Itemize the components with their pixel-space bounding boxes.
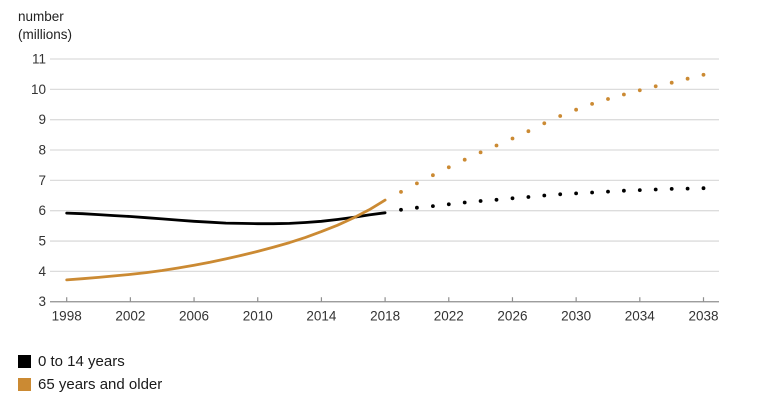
- legend-item-0-to-14: 0 to 14 years: [18, 350, 162, 373]
- data-point: [494, 143, 499, 148]
- x-tick-label: 2002: [115, 309, 145, 324]
- data-point: [606, 189, 610, 194]
- data-point: [558, 192, 563, 197]
- data-point: [653, 84, 658, 89]
- data-point: [494, 197, 499, 202]
- x-tick-label: 2030: [561, 309, 591, 324]
- data-point: [431, 204, 435, 209]
- data-point: [526, 129, 531, 134]
- data-point: [431, 173, 435, 178]
- x-tick-label: 2018: [370, 309, 400, 324]
- data-point: [590, 190, 594, 195]
- x-tick-label: 2022: [434, 309, 464, 324]
- y-tick-label: 7: [38, 173, 46, 188]
- data-point: [558, 114, 563, 118]
- data-point: [478, 199, 483, 203]
- data-point: [415, 205, 419, 210]
- data-point: [669, 80, 674, 85]
- data-point: [685, 76, 690, 81]
- data-point: [606, 97, 610, 101]
- data-point: [415, 181, 419, 186]
- y-tick-label: 6: [38, 203, 46, 218]
- data-point: [701, 72, 706, 77]
- data-point: [510, 196, 515, 201]
- data-point: [622, 188, 626, 193]
- legend-swatch-icon: [18, 378, 31, 391]
- data-point: [526, 195, 531, 199]
- y-axis-title: number (millions): [18, 9, 72, 43]
- y-tick-label: 3: [38, 294, 46, 309]
- data-point: [510, 136, 515, 141]
- data-point: [637, 88, 642, 93]
- x-tick-label: 1998: [52, 309, 82, 324]
- data-point: [574, 107, 578, 112]
- data-point: [399, 207, 403, 212]
- x-tick-label: 2010: [243, 309, 273, 324]
- y-tick-label: 9: [38, 112, 46, 127]
- y-tick-label: 11: [32, 52, 46, 67]
- data-point: [542, 121, 547, 126]
- plot-area: 3 4 5 6 7 8 9 10 11 1998 2002 2006 2010 2014 2018 2022 2…: [31, 52, 719, 324]
- y-tick-label: 5: [38, 234, 46, 249]
- legend-label: 65 years and older: [38, 376, 163, 393]
- y-tick-label: 10: [31, 82, 46, 97]
- data-point: [685, 186, 690, 191]
- data-point: [701, 186, 706, 191]
- x-tick-label: 2034: [625, 309, 656, 324]
- legend-swatch-icon: [18, 355, 31, 368]
- x-tick-label: 2038: [688, 309, 718, 324]
- x-tick-label: 2014: [306, 309, 337, 324]
- data-point: [478, 150, 483, 155]
- data-point: [590, 102, 594, 106]
- data-point: [446, 202, 451, 207]
- data-point: [653, 187, 658, 192]
- data-point: [462, 200, 467, 205]
- legend-label: 0 to 14 years: [38, 353, 125, 370]
- y-tick-label: 4: [38, 264, 46, 279]
- data-point: [669, 187, 674, 191]
- data-point: [399, 190, 403, 194]
- series-line-observed: [65, 198, 387, 282]
- y-tick-label: 8: [38, 143, 46, 158]
- data-point: [574, 191, 578, 196]
- data-point: [622, 92, 626, 97]
- x-tick-label: 2026: [497, 309, 527, 324]
- data-point: [542, 193, 547, 198]
- x-tick-label: 2006: [179, 309, 209, 324]
- data-point: [462, 157, 467, 162]
- legend-item-65-and-older: 65 years and older: [18, 373, 162, 396]
- data-point: [446, 165, 451, 170]
- data-point: [637, 188, 642, 193]
- legend: 0 to 14 years 65 years and older: [18, 350, 162, 396]
- series-line-observed: [65, 211, 387, 226]
